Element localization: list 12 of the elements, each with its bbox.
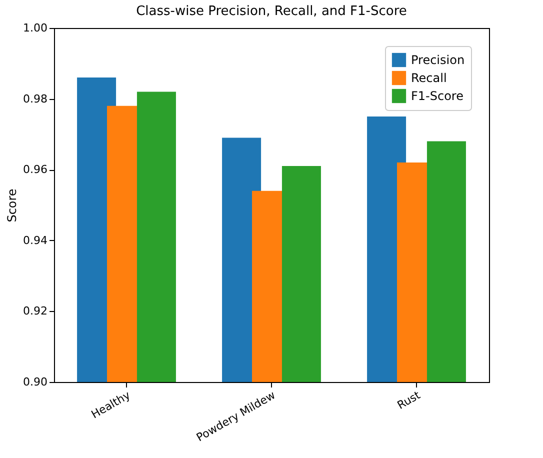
legend-label: Recall xyxy=(411,71,447,85)
y-tick-label: 0.94 xyxy=(23,234,48,247)
y-tick-label: 0.92 xyxy=(23,304,48,318)
chart-title: Class-wise Precision, Recall, and F1-Score xyxy=(136,4,407,19)
y-tick-label: 0.98 xyxy=(23,92,48,106)
x-tick-label: Rust xyxy=(395,388,424,412)
legend-label: F1-Score xyxy=(411,89,464,103)
y-tick-label: 1.00 xyxy=(23,22,48,34)
y-tick-label: 0.90 xyxy=(23,376,48,388)
y-axis-title: Score xyxy=(5,188,20,222)
y-tick-label: 0.96 xyxy=(23,163,48,176)
legend-label: Precision xyxy=(411,53,465,67)
